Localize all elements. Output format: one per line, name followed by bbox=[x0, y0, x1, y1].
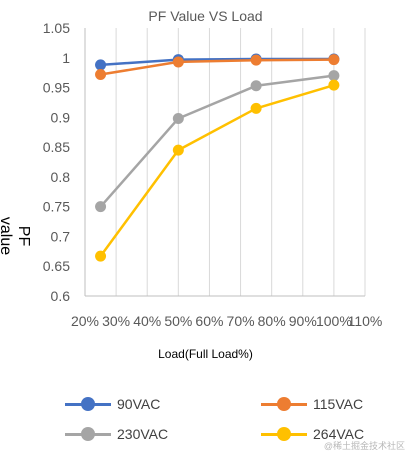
x-tick-label: 100% bbox=[316, 313, 352, 329]
y-tick-label: 0.9 bbox=[51, 109, 71, 125]
legend-item-230vac: 230VAC bbox=[65, 424, 168, 444]
legend-swatch-marker bbox=[81, 427, 95, 441]
x-axis-label: Load(Full Load%) bbox=[158, 347, 253, 361]
legend-label: 264VAC bbox=[313, 426, 365, 442]
y-tick-label: 1 bbox=[62, 50, 70, 66]
legend-swatch bbox=[261, 424, 307, 444]
data-point-230vac bbox=[250, 80, 262, 92]
data-point-115vac bbox=[172, 56, 184, 68]
data-point-230vac bbox=[172, 113, 184, 125]
legend: 90VAC 115VAC 230VAC 264VAC bbox=[0, 392, 411, 452]
series-line-230vac bbox=[99, 74, 335, 208]
series-line-115vac bbox=[100, 58, 334, 76]
data-point-115vac bbox=[250, 54, 262, 66]
watermark: @稀土掘金技术社区 bbox=[323, 441, 405, 451]
y-tick-label: 1.05 bbox=[43, 20, 70, 36]
legend-swatch bbox=[65, 394, 111, 414]
legend-swatch-marker bbox=[277, 397, 291, 411]
data-point-264vac bbox=[328, 79, 340, 91]
legend-label: 115VAC bbox=[313, 396, 364, 412]
y-tick-label: 0.7 bbox=[51, 228, 71, 244]
data-point-264vac bbox=[172, 144, 184, 156]
x-tick-label: 60% bbox=[195, 313, 223, 329]
legend-swatch bbox=[65, 424, 111, 444]
data-point-230vac bbox=[95, 201, 107, 213]
legend-label: 90VAC bbox=[117, 396, 161, 412]
x-tick-label: 90% bbox=[289, 313, 317, 329]
legend-item-90vac: 90VAC bbox=[65, 394, 160, 414]
y-tick-label: 0.75 bbox=[43, 199, 70, 215]
x-tick-label: 20% bbox=[71, 313, 99, 329]
data-point-230vac bbox=[328, 70, 340, 82]
data-point-115vac bbox=[328, 54, 340, 66]
x-tick-label: 110% bbox=[348, 313, 383, 329]
data-point-115vac bbox=[95, 68, 107, 80]
x-tick-label: 70% bbox=[227, 313, 255, 329]
legend-item-264vac: 264VAC bbox=[261, 424, 364, 444]
legend-swatch bbox=[261, 394, 307, 414]
y-tick-label: 0.95 bbox=[43, 80, 70, 96]
data-point-264vac bbox=[95, 250, 107, 262]
y-tick-label: 0.65 bbox=[43, 258, 70, 274]
legend-item-115vac: 115VAC bbox=[261, 394, 363, 414]
legend-label: 230VAC bbox=[117, 426, 169, 442]
x-tick-label: 80% bbox=[258, 313, 286, 329]
data-point-264vac bbox=[250, 102, 262, 114]
x-tick-label: 50% bbox=[164, 313, 192, 329]
chart-title: PF Value VS Load bbox=[148, 8, 263, 24]
plot-area: 20% 30% 40% 50% 60% 70% 80% 90% 100%110% 0.6 0.65 0… bbox=[43, 20, 383, 329]
legend-swatch-marker bbox=[277, 427, 291, 441]
data-point-90vac bbox=[95, 59, 107, 71]
series-line-264vac bbox=[99, 84, 335, 257]
y-tick-label: 0.6 bbox=[51, 288, 71, 304]
y-tick-label: 0.8 bbox=[51, 169, 71, 185]
x-tick-label: 40% bbox=[133, 313, 161, 329]
y-tick-label: 0.85 bbox=[43, 139, 70, 155]
legend-swatch-marker bbox=[81, 397, 95, 411]
x-tick-label: 30% bbox=[102, 313, 130, 329]
